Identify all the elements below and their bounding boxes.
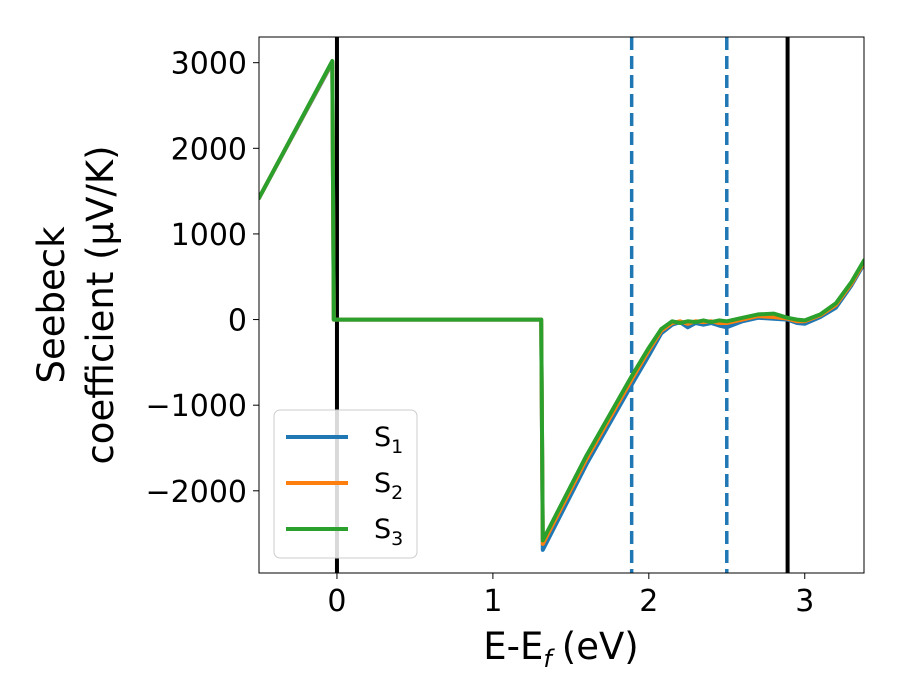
x-tick-label: 1: [483, 584, 502, 619]
y-axis-title: Seebeck coefficient (μV/K): [30, 145, 122, 464]
plot-frame: [258, 36, 865, 574]
legend: S1 S2 S3: [273, 409, 418, 559]
y-tick-label: 2000: [171, 132, 247, 167]
series-layer: [259, 59, 864, 552]
y-tick-label: 3000: [171, 47, 247, 82]
y-tick-label: 0: [228, 304, 247, 339]
y-tick-label: 1000: [171, 218, 247, 253]
legend-label-s2: S2: [374, 468, 403, 504]
series-line-s3: [259, 59, 864, 543]
y-axis-title-line1: Seebeck: [30, 226, 73, 384]
series-line-s1: [259, 60, 864, 552]
x-tick-label: 0: [327, 584, 346, 619]
y-tick-label: −1000: [146, 389, 247, 424]
y-tick-label: −2000: [146, 475, 247, 510]
x-ticks: 0 1 2 3: [327, 573, 814, 619]
x-tick-label: 3: [795, 584, 814, 619]
x-tick-label: 2: [639, 584, 658, 619]
legend-label-s3: S3: [374, 514, 403, 550]
y-axis-title-line2: coefficient (μV/K): [79, 145, 122, 464]
x-axis-title: E-Ef (eV): [483, 625, 639, 673]
legend-label-s1: S1: [374, 422, 403, 458]
y-ticks: −2000 −1000 0 1000 2000 3000: [146, 47, 259, 510]
